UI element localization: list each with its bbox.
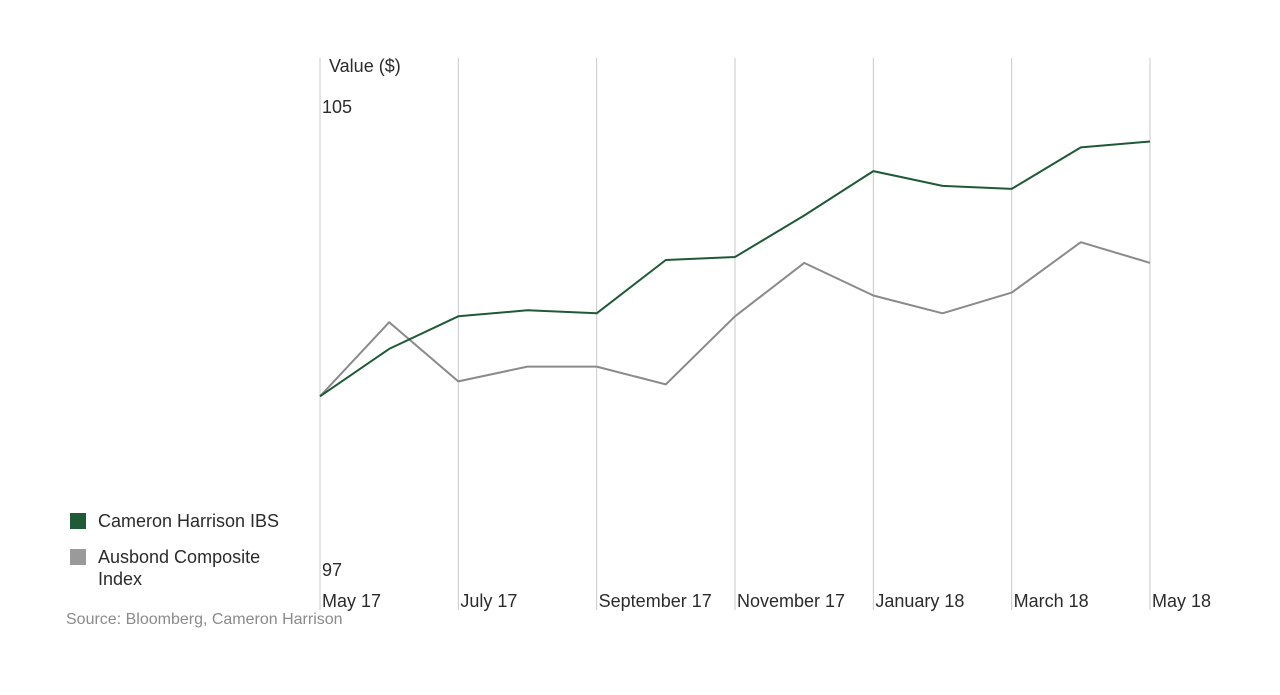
series-line-1 [319, 241, 1151, 397]
x-axis-labels: May 17 July 17 September 17 November 17 Janu… [322, 591, 1211, 611]
grid [319, 58, 1151, 610]
x-tick-label: May 17 [322, 591, 381, 611]
x-tick-label: March 18 [1014, 591, 1089, 611]
x-tick-label: November 17 [737, 591, 845, 611]
series-lines [319, 140, 1151, 398]
x-tick-label: July 17 [460, 591, 517, 611]
legend-label-cameron-harrison: Cameron Harrison IBS [98, 511, 280, 531]
x-tick-label: January 18 [875, 591, 964, 611]
legend-swatch-ausbond [70, 549, 86, 565]
y-tick-label-max: 105 [322, 97, 352, 117]
legend: Cameron Harrison IBS Ausbond Composite I… [70, 510, 310, 604]
legend-swatch-cameron-harrison [70, 513, 86, 529]
x-tick-label: September 17 [599, 591, 712, 611]
source-note: Source: Bloomberg, Cameron Harrison [66, 611, 343, 628]
series-line-0 [319, 140, 1151, 398]
y-axis-title: Value ($) [329, 56, 401, 76]
x-tick-label: May 18 [1152, 591, 1211, 611]
legend-item-cameron-harrison: Cameron Harrison IBS [70, 510, 310, 532]
legend-label-ausbond: Ausbond Composite Index [98, 547, 261, 589]
legend-item-ausbond: Ausbond Composite Index [70, 546, 310, 590]
y-tick-label-min: 97 [322, 560, 342, 580]
